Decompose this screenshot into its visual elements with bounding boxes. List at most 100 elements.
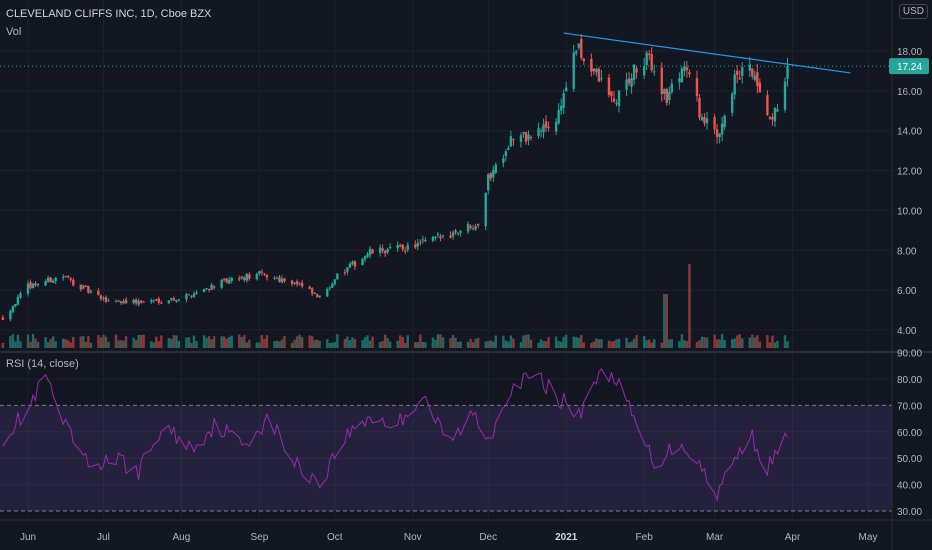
candle [72,277,75,287]
candle-body [313,292,316,294]
candle-body [635,68,638,73]
volume-bar [190,342,193,348]
candle-body [607,77,611,95]
volume-bar [72,336,75,348]
candle [26,280,30,297]
candle-body [137,300,140,305]
volume-bar [280,339,284,348]
candle-body [293,282,296,285]
volume-bar [175,335,178,348]
candle-body [502,158,505,163]
volume-bar [343,338,347,348]
candle-body [46,277,50,282]
candle [786,57,789,87]
candle-body [378,247,382,253]
candle-body [509,136,513,147]
candle-body [210,284,213,290]
candle-body [627,78,631,84]
rsi-legend[interactable]: RSI (14, close) [6,358,79,370]
candle [192,291,196,299]
time-axis[interactable]: Jun Jul Aug Sep Oct Nov Dec 2021 Feb Mar Apr May [20,532,878,543]
symbol-title[interactable]: CLEVELAND CLIFFS INC, 1D, Cboe BZX [6,8,212,20]
candle [84,284,88,288]
rsi-axis[interactable]: 30.00 40.00 50.00 60.00 70.00 80.00 90.00 [897,349,922,518]
candle-body [597,68,601,82]
volume-bar [137,335,140,348]
volume-bar [227,336,231,348]
candle [371,248,374,254]
candle-body [346,267,349,272]
candle [542,118,545,139]
currency-button[interactable]: USD [898,4,928,19]
candle-body [351,261,354,265]
candle-body [170,298,173,300]
volume-bar [29,342,32,348]
volume-bar [582,342,586,348]
volume-bar [650,342,653,348]
candle [650,47,653,73]
volume-bar [660,342,663,348]
candle [456,231,460,237]
candle-body [238,278,241,280]
candle [117,300,120,302]
volume-bar [580,334,583,348]
candle-body [260,271,264,273]
candle-body [255,274,259,280]
volume-bar [155,336,158,348]
candle [466,221,470,234]
volume-bar [300,337,304,348]
candle [205,287,208,291]
price-axis[interactable]: 4.00 6.00 8.00 10.00 12.00 14.00 16.00 18.00 [897,47,922,337]
candle-body [494,164,497,173]
candle [703,113,706,127]
volume-bar [424,342,427,348]
volume-bar [678,341,681,348]
volume-bar [615,339,618,348]
candle [187,293,191,296]
volume-bar [67,340,70,348]
candle [177,299,181,302]
candle [630,73,633,94]
volume-bar [222,336,226,348]
candle [300,280,304,289]
candle [431,235,435,243]
volume-bar [363,337,367,348]
candle [54,276,57,285]
candle-body [308,286,311,289]
candle-body [167,300,171,304]
candle [565,81,568,92]
candle [783,77,787,113]
candle-body [592,68,596,72]
volume-bar [308,335,311,348]
candle [366,251,369,259]
candle-body [172,298,176,301]
candle [265,274,269,281]
candle [333,279,337,286]
candle-body [595,68,598,73]
candle [685,60,689,78]
volume-bar [592,341,596,348]
volume-bar [16,334,20,348]
candle [494,162,497,174]
volume-label[interactable]: Vol [6,26,22,38]
candle [89,289,93,294]
candle-body [404,250,407,252]
volume-bar [290,342,294,348]
trendline[interactable] [563,32,851,74]
candle-body [142,301,145,303]
candle-body [104,297,108,302]
volume-bar [416,342,420,348]
candle [280,275,284,284]
candle [441,234,445,239]
volume-bar [529,339,533,348]
candle-body [554,122,558,132]
candle-body [117,300,120,302]
volume-bar [741,338,744,348]
volume-bar [361,340,364,348]
candle-body [185,294,188,300]
candle [698,94,701,121]
candle-body [741,67,744,76]
candle-body [557,110,560,124]
volume-bar [245,342,249,348]
